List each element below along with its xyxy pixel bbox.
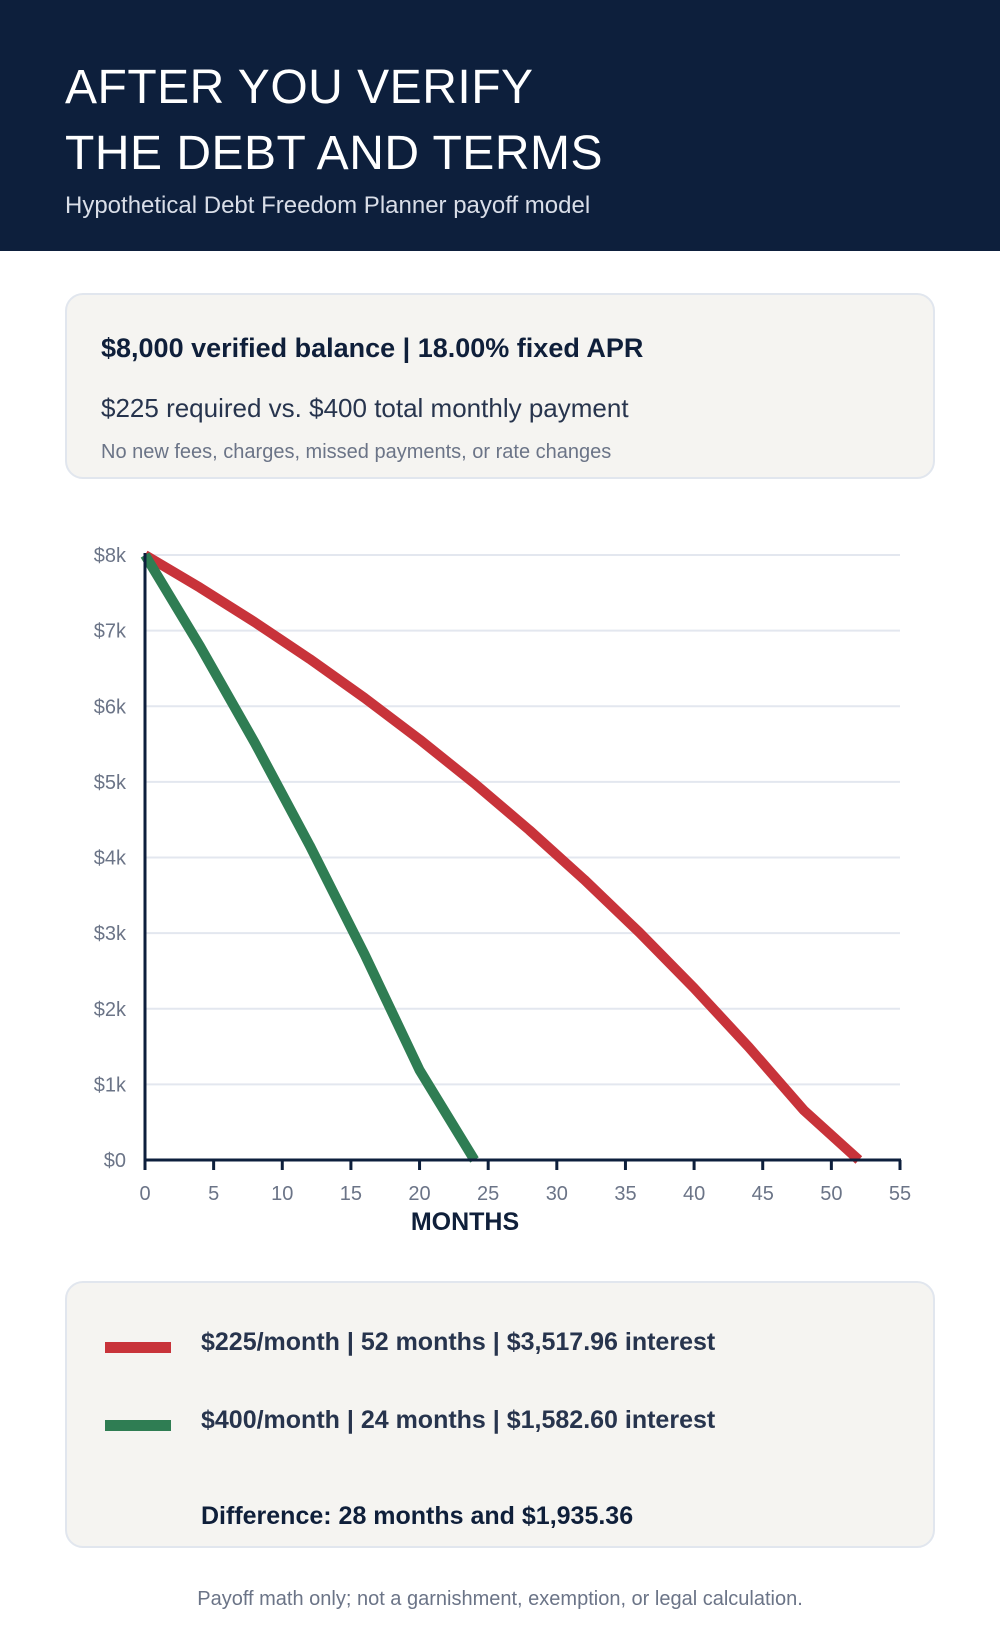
y-tick-label: $5k: [94, 772, 127, 794]
assumptions-card: $8,000 verified balance | 18.00% fixed A…: [65, 293, 935, 479]
payoff-chart: $0 $1k $2k $3k $4k $5k $6k $7k $8k 0 5 10 15 20 25 30 35…: [94, 545, 911, 1236]
y-tick-label: $0: [104, 1150, 126, 1172]
assumptions-note: No new fees, charges, missed payments, o…: [101, 441, 612, 463]
difference-summary: Difference: 28 months and $1,935.36: [201, 1502, 634, 1530]
legend-item-225: $225/month | 52 months | $3,517.96 inter…: [201, 1328, 716, 1356]
legend-card: $225/month | 52 months | $3,517.96 inter…: [65, 1281, 935, 1548]
balance-apr-summary: $8,000 verified balance | 18.00% fixed A…: [101, 333, 644, 363]
y-tick-label: $1k: [94, 1074, 127, 1096]
y-tick-label: $7k: [94, 621, 127, 643]
payment-comparison: $225 required vs. $400 total monthly pay…: [101, 393, 629, 423]
legend-item-400: $400/month | 24 months | $1,582.60 inter…: [201, 1406, 716, 1434]
legend-swatch-400: [105, 1420, 171, 1431]
page-subtitle: Hypothetical Debt Freedom Planner payoff…: [65, 192, 591, 219]
page-title-line-2: THE DEBT AND TERMS: [65, 127, 603, 180]
footer-disclaimer: Payoff math only; not a garnishment, exe…: [197, 1588, 803, 1610]
page-title-line-1: AFTER YOU VERIFY: [65, 61, 534, 114]
x-tick-label: 20: [408, 1183, 430, 1205]
x-tick-label: 15: [340, 1183, 362, 1205]
series-line-225: [142, 550, 863, 1164]
series-line-400: [140, 552, 479, 1163]
chart-series: [140, 550, 863, 1164]
x-tick-label: 55: [889, 1183, 911, 1205]
y-tick-label: $6k: [94, 696, 127, 718]
y-tick-label: $3k: [94, 923, 127, 945]
header-banner: AFTER YOU VERIFY THE DEBT AND TERMS Hypo…: [0, 0, 1000, 251]
x-tick-label: 10: [271, 1183, 293, 1205]
page-title: AFTER YOU VERIFY THE DEBT AND TERMS: [65, 55, 603, 187]
legend-swatch-225: [105, 1342, 171, 1353]
x-tick-label: 5: [208, 1183, 219, 1205]
x-tick-label: 45: [752, 1183, 774, 1205]
x-tick-label: 40: [683, 1183, 705, 1205]
x-tick-label: 0: [139, 1183, 150, 1205]
chart-axes: $0 $1k $2k $3k $4k $5k $6k $7k $8k 0 5 10 15 20 25 30 35…: [94, 545, 911, 1205]
x-tick-label: 25: [477, 1183, 499, 1205]
x-tick-label: 30: [546, 1183, 568, 1205]
x-axis-title: MONTHS: [411, 1208, 519, 1236]
x-tick-label: 35: [614, 1183, 636, 1205]
x-tick-label: 50: [820, 1183, 842, 1205]
y-tick-label: $2k: [94, 999, 127, 1021]
y-tick-label: $4k: [94, 848, 127, 870]
y-tick-label: $8k: [94, 545, 127, 567]
